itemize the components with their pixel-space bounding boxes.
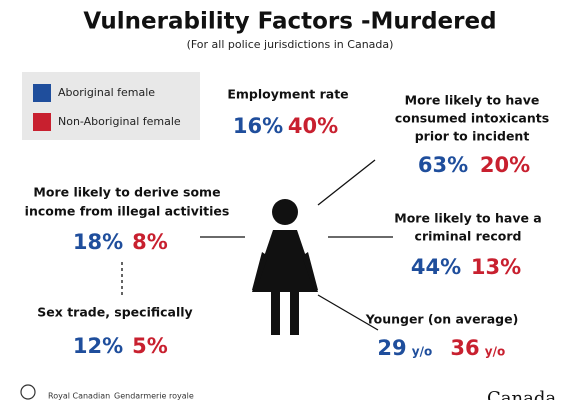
factor-label: criminal record bbox=[415, 229, 522, 244]
factor-label: consumed intoxicants bbox=[395, 111, 549, 126]
aboriginal-value: 18% bbox=[73, 230, 123, 254]
factor-label: Sex trade, specifically bbox=[37, 305, 192, 320]
factor-label: More likely to have bbox=[405, 93, 540, 108]
aboriginal-value: 16% bbox=[233, 114, 283, 138]
factor-label: More likely to have a bbox=[394, 211, 542, 226]
legend-label: Non-Aboriginal female bbox=[58, 115, 181, 128]
unit: y/o bbox=[412, 345, 432, 359]
female-icon bbox=[252, 199, 318, 335]
legend-swatch bbox=[33, 113, 51, 131]
factor-label: More likely to derive some bbox=[33, 185, 220, 200]
non-aboriginal-value: 36 bbox=[450, 336, 479, 360]
non-aboriginal-value: 40% bbox=[288, 114, 338, 138]
legend: Aboriginal female Non-Aboriginal female bbox=[22, 72, 200, 140]
non-aboriginal-value: 20% bbox=[480, 153, 530, 177]
factor-label: Younger (on average) bbox=[365, 312, 519, 327]
legend-box bbox=[22, 72, 200, 140]
connectors bbox=[121, 159, 393, 331]
wordmark: Canada bbox=[487, 388, 556, 400]
aboriginal-value: 63% bbox=[418, 153, 468, 177]
factor-label: prior to incident bbox=[415, 129, 530, 144]
connector bbox=[317, 159, 376, 206]
factor-label: income from illegal activities bbox=[25, 204, 230, 219]
subtitle: (For all police jurisdictions in Canada) bbox=[187, 38, 394, 51]
title: Vulnerability Factors -Murdered bbox=[83, 9, 496, 35]
aboriginal-value: 12% bbox=[73, 334, 123, 358]
non-aboriginal-value: 8% bbox=[132, 230, 168, 254]
unit: y/o bbox=[485, 345, 505, 359]
footer: Royal Canadian Gendarmerie royale Canada bbox=[20, 384, 556, 400]
non-aboriginal-value: 13% bbox=[471, 255, 521, 279]
connector bbox=[317, 294, 379, 331]
aboriginal-value: 29 bbox=[377, 336, 406, 360]
factor-label: Employment rate bbox=[227, 87, 348, 102]
aboriginal-value: 44% bbox=[411, 255, 461, 279]
legend-label: Aboriginal female bbox=[58, 86, 155, 99]
legend-swatch bbox=[33, 84, 51, 102]
agency-fr: Gendarmerie royale bbox=[114, 392, 194, 400]
agency-en: Royal Canadian bbox=[48, 392, 110, 400]
non-aboriginal-value: 5% bbox=[132, 334, 168, 358]
